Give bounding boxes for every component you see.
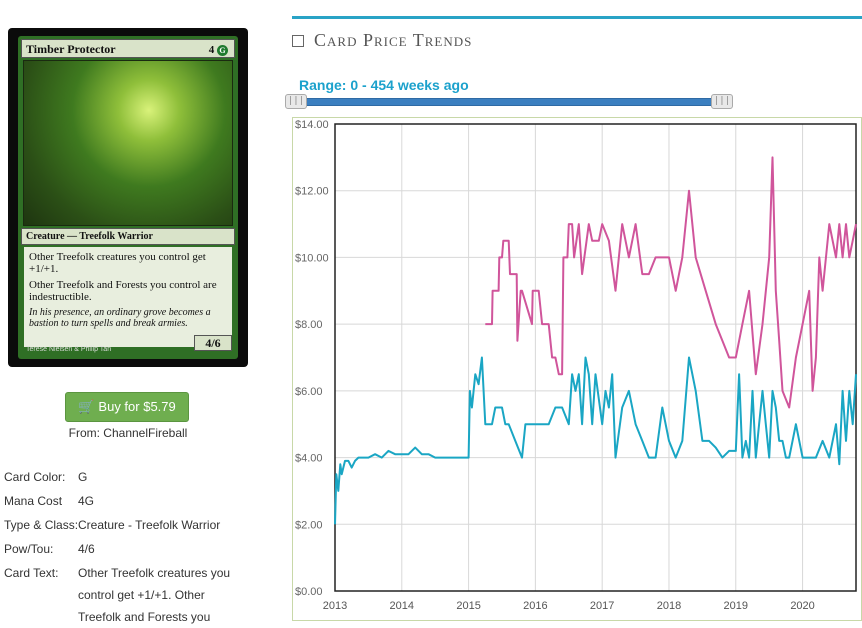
- card-body: Timber Protector 4 G Creature — Treefolk…: [18, 36, 238, 359]
- y-tick-label: $14.00: [295, 119, 329, 131]
- buy-button[interactable]: 🛒 Buy for $5.79: [65, 392, 189, 422]
- property-value: 4G: [78, 494, 95, 508]
- chart-series: [334, 156, 857, 525]
- foil-price-line: [485, 156, 857, 409]
- x-tick-label: 2014: [390, 600, 414, 612]
- price-chart: $0.00 $2.00 $4.00 $6.00 $8.00 $10.00 $12.00 $14…: [292, 117, 862, 621]
- x-tick-label: 2020: [790, 600, 814, 612]
- buy-button-label: Buy for $5.79: [98, 399, 176, 414]
- property-label: Mana Cost: [4, 494, 63, 508]
- card-flavor-text: In his presence, an ordinary grove becom…: [29, 307, 211, 329]
- card-artwork: [23, 60, 233, 226]
- x-tick-label: 2017: [590, 600, 614, 612]
- y-tick-label: $10.00: [295, 252, 329, 264]
- section-title: Card Price Trends: [292, 30, 472, 51]
- x-axis: 2013 2014 2015 2016 2017 2018 2019 2020: [323, 600, 815, 612]
- x-tick-label: 2019: [724, 600, 748, 612]
- x-tick-label: 2016: [523, 600, 547, 612]
- normal-price-line: [334, 356, 857, 525]
- card-power-toughness: 4/6: [194, 335, 232, 351]
- property-value: 4/6: [78, 542, 95, 556]
- property-value: Creature - Treefolk Warrior: [78, 518, 221, 532]
- y-tick-label: $12.00: [295, 186, 329, 198]
- property-label: Card Text:: [4, 566, 59, 580]
- vendor-label: From: ChannelFireball: [68, 426, 188, 440]
- shopping-cart-icon: 🛒: [78, 399, 95, 414]
- card-cost-number: 4: [208, 44, 215, 56]
- property-label: Pow/Tou:: [4, 542, 54, 556]
- x-tick-label: 2013: [323, 600, 347, 612]
- x-tick-label: 2015: [456, 600, 480, 612]
- range-slider-end-handle[interactable]: |||: [711, 94, 733, 109]
- property-value: Other Treefolk creatures you control get…: [78, 566, 231, 624]
- property-label: Card Color:: [4, 470, 66, 484]
- y-tick-label: $2.00: [295, 519, 323, 531]
- y-axis: $0.00 $2.00 $4.00 $6.00 $8.00 $10.00 $12.00 $14…: [295, 119, 329, 598]
- y-tick-label: $4.00: [295, 453, 323, 465]
- calendar-icon: [292, 35, 304, 47]
- section-divider: [292, 16, 862, 19]
- y-tick-label: $8.00: [295, 319, 323, 331]
- card-rules-2: Other Treefolk and Forests you control a…: [29, 279, 217, 303]
- y-tick-label: $0.00: [295, 586, 323, 598]
- price-chart-svg: $0.00 $2.00 $4.00 $6.00 $8.00 $10.00 $12.00 $14…: [295, 119, 857, 612]
- card-artist-credit: Terese Nielsen & Philip Tan: [26, 346, 112, 353]
- property-value: G: [78, 470, 88, 484]
- card-mana-cost: 4 G: [209, 44, 228, 56]
- card-rules-1: Other Treefolk creatures you control get…: [29, 251, 206, 275]
- chart-grid: [334, 123, 857, 592]
- plot-frame: [334, 123, 857, 592]
- property-label: Type & Class:: [4, 518, 79, 532]
- card-type-line: Creature — Treefolk Warrior: [21, 228, 235, 245]
- range-slider-start-handle[interactable]: |||: [285, 94, 307, 109]
- card-title-bar: Timber Protector 4 G: [21, 39, 235, 58]
- card-image[interactable]: Timber Protector 4 G Creature — Treefolk…: [8, 28, 248, 367]
- y-tick-label: $6.00: [295, 386, 323, 398]
- section-title-text: Card Price Trends: [314, 30, 473, 50]
- card-name: Timber Protector: [26, 42, 116, 56]
- range-label: Range: 0 - 454 weeks ago: [299, 77, 469, 93]
- green-mana-icon: G: [217, 44, 228, 56]
- x-tick-label: 2018: [657, 600, 681, 612]
- range-slider[interactable]: [289, 98, 731, 106]
- card-text-box: Other Treefolk creatures you control get…: [24, 247, 232, 347]
